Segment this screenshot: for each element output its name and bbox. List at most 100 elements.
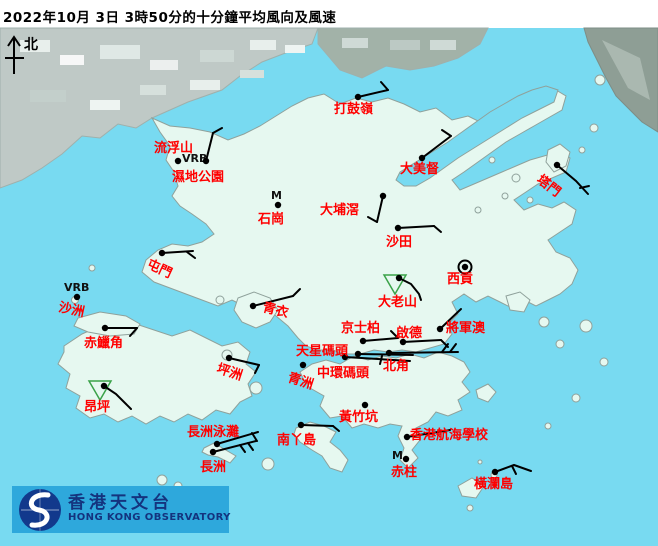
station-ngong-ping: 昂坪 — [84, 380, 132, 415]
station-dot — [249, 302, 257, 310]
station-tai-po-kau: 大埔滘 — [320, 192, 387, 223]
wind-barb-staff — [406, 429, 451, 438]
station-label: 大老山 — [378, 294, 417, 310]
station-label: 南丫島 — [277, 432, 316, 448]
landmass-lantau — [57, 323, 257, 425]
station-sai-kung: 西貢 — [447, 259, 473, 287]
station-ta-kwu-ling: 打鼓嶺 — [334, 81, 389, 117]
wind-barb-feather — [579, 185, 590, 189]
station-dot — [101, 324, 109, 332]
small-islands — [71, 74, 609, 512]
wind-barb-feather — [379, 355, 383, 365]
station-label: 沙田 — [386, 235, 412, 250]
wind-barb-staff — [216, 431, 259, 445]
wind-barb-feather — [367, 216, 378, 223]
landmass-shenzhen-east — [317, 27, 489, 79]
station-label: 中環碼頭 — [317, 365, 370, 381]
station-dot — [100, 382, 108, 390]
station-dot — [209, 448, 217, 456]
station-dot — [359, 337, 367, 345]
station-sha-tin: 沙田 — [386, 224, 442, 250]
station-dot — [403, 433, 411, 441]
north-arrow-label: 北 — [24, 37, 38, 53]
wind-barb-feather — [433, 225, 442, 233]
station-dot — [354, 350, 362, 358]
station-label: 赤柱 — [391, 464, 417, 480]
station-sha-chau: 沙洲 VRB — [57, 281, 89, 320]
wind-barb-staff — [344, 356, 411, 362]
station-note: VRB — [64, 281, 89, 294]
station-dot — [395, 274, 403, 282]
wind-barb-staff — [376, 195, 384, 223]
station-label: 流浮山 — [154, 140, 193, 156]
station-label: 京士柏 — [341, 320, 380, 336]
station-label: 青衣 — [261, 299, 290, 321]
station-note: M — [271, 189, 282, 202]
station-dot — [225, 354, 233, 362]
station-tai-mei-tuk: 大美督 — [400, 129, 452, 177]
wind-barb-feather — [449, 343, 457, 353]
hko-name-chinese: 香港天文台 — [68, 493, 173, 514]
station-dot — [461, 263, 469, 271]
landmass-northeast-corner — [583, 27, 658, 133]
station-dot — [553, 161, 561, 169]
station-label: 石崗 — [257, 212, 284, 227]
station-dot — [274, 201, 282, 209]
wind-barb-staff — [421, 135, 452, 159]
wind-barb-staff — [205, 132, 214, 162]
tolo-harbour-water — [395, 85, 559, 187]
wind-barb-feather — [254, 364, 260, 374]
wind-barb-staff — [398, 277, 422, 301]
station-label: 沙洲 — [57, 300, 86, 320]
wind-barb-feather — [186, 251, 196, 259]
station-kings-park: 京士柏 — [341, 320, 399, 345]
mountain-triangle — [382, 274, 408, 296]
map-title: 2022年10月 3日 3時50分的十分鐘平均風向及風速 — [3, 10, 337, 26]
station-dot — [379, 192, 387, 200]
station-label: 昂坪 — [84, 399, 110, 415]
wind-barb-staff — [357, 353, 414, 356]
station-wetland-park: 濕地公園 — [172, 127, 224, 185]
landmass-lamma — [293, 421, 349, 473]
north-arrow: 北 — [5, 35, 38, 74]
wind-barb-feather — [441, 129, 452, 137]
station-label: 將軍澳 — [446, 320, 486, 336]
station-label: 西貢 — [447, 272, 473, 287]
urban-texture — [342, 38, 368, 48]
hko-logo-banner: 香港天文台 HONG KONG OBSERVATORY — [12, 486, 230, 533]
wind-barb-staff — [494, 463, 532, 473]
wind-barb-feather — [292, 288, 301, 297]
station-label: 赤鱲角 — [84, 335, 123, 351]
landmass-tsing-yi — [233, 291, 279, 329]
station-tseung-kwan-o: 將軍澳 — [436, 308, 486, 336]
station-dot — [399, 338, 407, 346]
station-dot — [491, 468, 499, 476]
station-label: 天星碼頭 — [296, 344, 349, 359]
station-dot — [341, 353, 349, 361]
wind-barb-staff — [362, 337, 399, 342]
wind-barb-staff — [228, 357, 260, 366]
station-star-ferry-pier: 天星碼頭 — [296, 344, 411, 365]
station-note: VRB — [182, 152, 207, 165]
calm-circle — [457, 259, 473, 275]
wind-barb-feather — [129, 327, 138, 337]
wind-barb-feather — [380, 81, 389, 91]
stations-layer: 流浮山VRB濕地公園打鼓嶺大美督塔門石崗M大埔滘沙田屯門沙洲VRB赤鱲角大老山西… — [57, 81, 590, 492]
station-label: 黃竹坑 — [338, 409, 378, 425]
landmass-tap-mun — [545, 143, 571, 173]
station-dot — [385, 349, 393, 357]
station-label: 長洲 — [200, 460, 226, 475]
station-label: 打鼓嶺 — [334, 101, 373, 117]
station-dot — [73, 293, 81, 301]
station-north-point: 北角 — [383, 343, 459, 374]
wind-barb-staff — [357, 89, 389, 98]
station-dot — [213, 440, 221, 448]
station-chek-lap-kok: 赤鱲角 — [84, 324, 138, 351]
wind-barb-staff — [300, 424, 334, 427]
station-wong-chuk-hang: 黃竹坑 — [338, 401, 378, 425]
station-cheung-chau: 長洲 — [200, 440, 257, 475]
wind-barb-staff — [397, 225, 435, 229]
